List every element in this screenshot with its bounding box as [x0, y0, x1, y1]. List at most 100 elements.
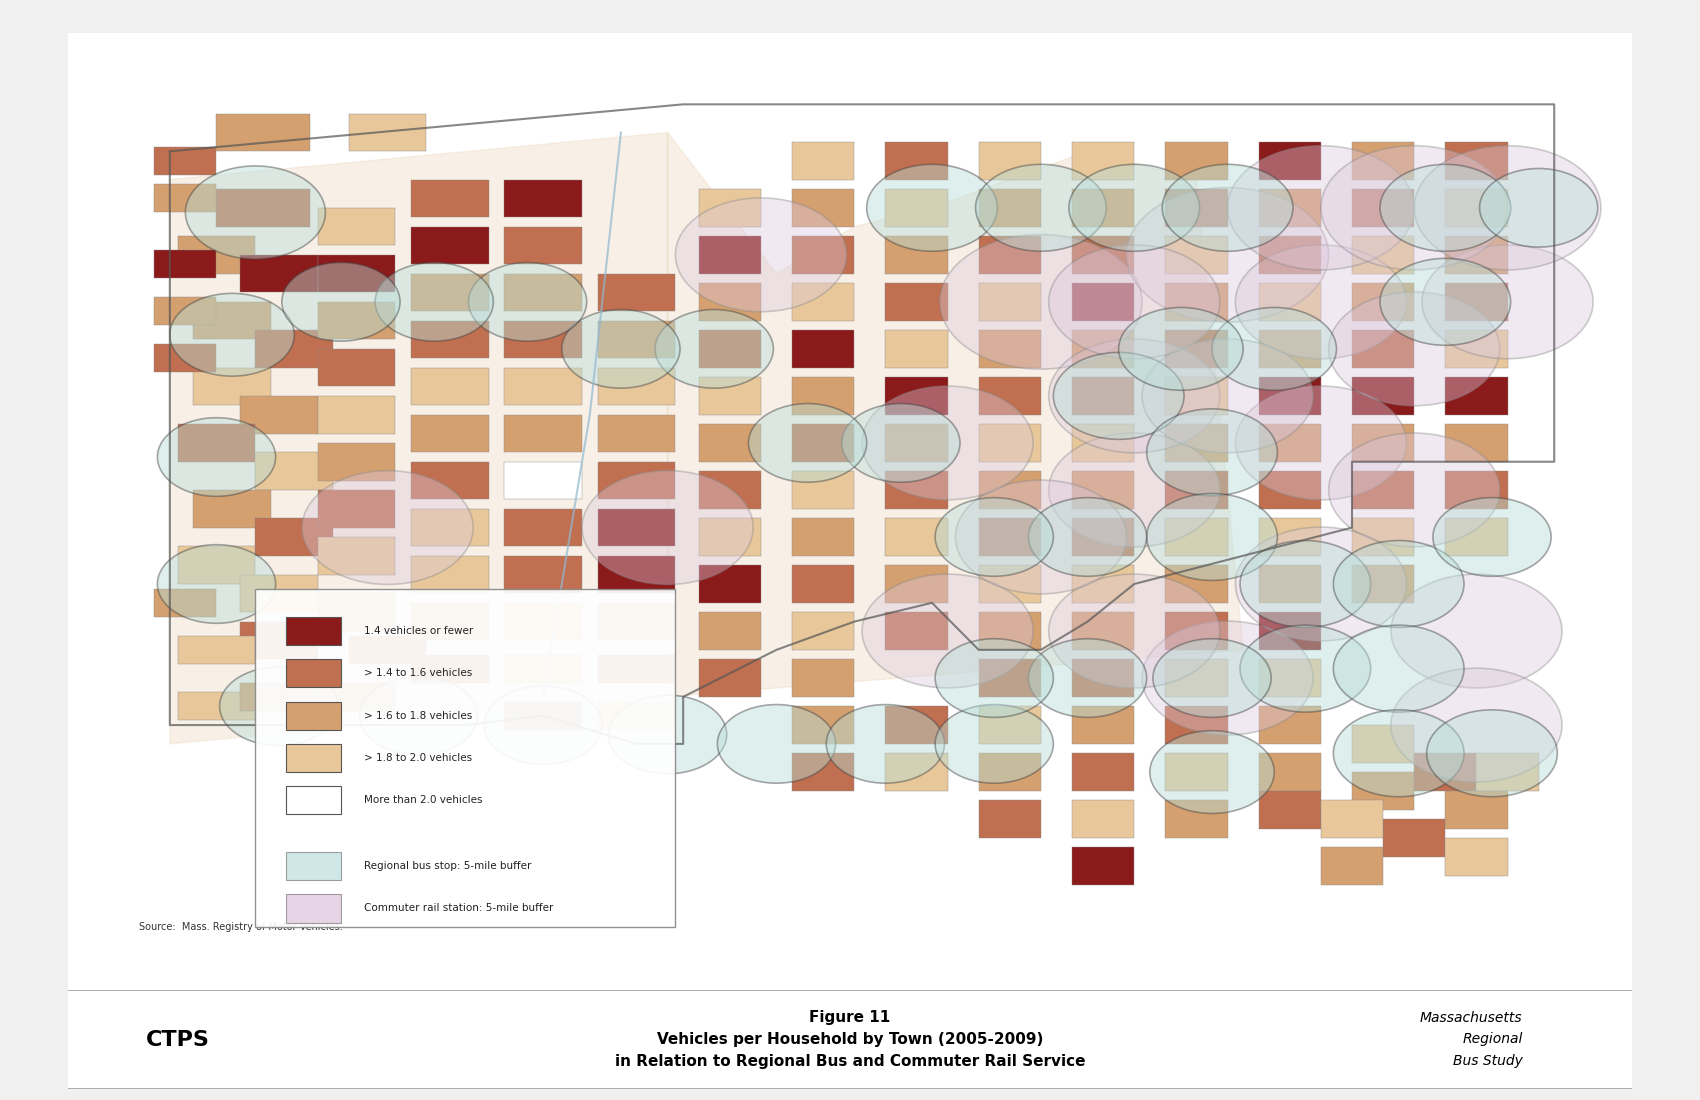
FancyBboxPatch shape	[505, 702, 581, 729]
FancyBboxPatch shape	[699, 613, 762, 650]
FancyBboxPatch shape	[1258, 754, 1321, 791]
FancyBboxPatch shape	[598, 274, 675, 311]
Text: > 1.8 to 2.0 vehicles: > 1.8 to 2.0 vehicles	[364, 754, 473, 763]
FancyBboxPatch shape	[1258, 613, 1321, 650]
FancyBboxPatch shape	[1073, 377, 1134, 415]
FancyBboxPatch shape	[1352, 772, 1414, 810]
FancyBboxPatch shape	[240, 683, 318, 711]
Ellipse shape	[1236, 386, 1406, 499]
FancyBboxPatch shape	[979, 471, 1040, 508]
Ellipse shape	[1239, 625, 1370, 712]
FancyBboxPatch shape	[979, 706, 1040, 744]
FancyBboxPatch shape	[979, 613, 1040, 650]
FancyBboxPatch shape	[1352, 330, 1414, 367]
Ellipse shape	[376, 263, 493, 341]
FancyBboxPatch shape	[792, 425, 853, 462]
FancyBboxPatch shape	[155, 344, 216, 373]
FancyBboxPatch shape	[792, 565, 853, 603]
FancyBboxPatch shape	[598, 702, 675, 729]
FancyBboxPatch shape	[1258, 791, 1321, 828]
FancyBboxPatch shape	[699, 518, 762, 556]
FancyBboxPatch shape	[1166, 706, 1227, 744]
FancyBboxPatch shape	[194, 490, 270, 528]
FancyBboxPatch shape	[1321, 801, 1384, 838]
FancyBboxPatch shape	[792, 283, 853, 321]
FancyBboxPatch shape	[177, 636, 255, 664]
FancyBboxPatch shape	[318, 396, 396, 433]
FancyBboxPatch shape	[1166, 471, 1227, 508]
FancyBboxPatch shape	[1166, 801, 1227, 838]
FancyBboxPatch shape	[1073, 283, 1134, 321]
FancyBboxPatch shape	[1073, 142, 1134, 179]
FancyBboxPatch shape	[979, 754, 1040, 791]
Ellipse shape	[1212, 308, 1336, 390]
Ellipse shape	[935, 705, 1054, 783]
FancyBboxPatch shape	[318, 349, 396, 386]
Bar	[287, 659, 342, 688]
Ellipse shape	[955, 480, 1127, 594]
FancyBboxPatch shape	[411, 321, 488, 359]
Bar	[287, 852, 342, 880]
Ellipse shape	[1127, 188, 1329, 322]
FancyBboxPatch shape	[886, 518, 947, 556]
FancyBboxPatch shape	[411, 179, 488, 217]
FancyBboxPatch shape	[886, 330, 947, 367]
Text: Source:  Mass. Registry of Motor Vehicles.: Source: Mass. Registry of Motor Vehicles…	[139, 922, 342, 932]
FancyBboxPatch shape	[240, 621, 318, 659]
Ellipse shape	[1142, 339, 1312, 453]
FancyBboxPatch shape	[1073, 236, 1134, 274]
FancyBboxPatch shape	[886, 706, 947, 744]
FancyBboxPatch shape	[255, 588, 675, 927]
FancyBboxPatch shape	[1258, 565, 1321, 603]
FancyBboxPatch shape	[216, 189, 309, 227]
FancyBboxPatch shape	[240, 396, 318, 433]
FancyBboxPatch shape	[598, 415, 675, 452]
Ellipse shape	[1380, 258, 1511, 345]
FancyBboxPatch shape	[1073, 659, 1134, 697]
FancyBboxPatch shape	[1166, 377, 1227, 415]
FancyBboxPatch shape	[886, 142, 947, 179]
FancyBboxPatch shape	[318, 443, 396, 481]
Text: Commuter rail station: 5-mile buffer: Commuter rail station: 5-mile buffer	[364, 903, 554, 913]
FancyBboxPatch shape	[1258, 425, 1321, 462]
Ellipse shape	[609, 695, 726, 773]
FancyBboxPatch shape	[886, 471, 947, 508]
FancyBboxPatch shape	[1073, 613, 1134, 650]
FancyBboxPatch shape	[1352, 189, 1414, 227]
FancyBboxPatch shape	[979, 377, 1040, 415]
FancyBboxPatch shape	[886, 754, 947, 791]
Bar	[287, 894, 342, 923]
FancyBboxPatch shape	[318, 208, 396, 245]
FancyBboxPatch shape	[177, 236, 255, 274]
FancyBboxPatch shape	[1073, 754, 1134, 791]
FancyBboxPatch shape	[1258, 142, 1321, 179]
FancyBboxPatch shape	[348, 636, 427, 664]
FancyBboxPatch shape	[318, 593, 396, 631]
FancyBboxPatch shape	[792, 330, 853, 367]
Ellipse shape	[1329, 433, 1499, 547]
Ellipse shape	[1380, 164, 1511, 251]
FancyBboxPatch shape	[240, 574, 318, 613]
FancyBboxPatch shape	[1445, 838, 1508, 876]
FancyBboxPatch shape	[886, 565, 947, 603]
FancyBboxPatch shape	[411, 556, 488, 593]
Ellipse shape	[1236, 245, 1406, 359]
FancyBboxPatch shape	[699, 283, 762, 321]
FancyBboxPatch shape	[411, 415, 488, 452]
FancyBboxPatch shape	[1166, 142, 1227, 179]
FancyBboxPatch shape	[1352, 425, 1414, 462]
Ellipse shape	[654, 309, 774, 388]
Ellipse shape	[1148, 494, 1277, 581]
FancyBboxPatch shape	[792, 189, 853, 227]
FancyBboxPatch shape	[979, 330, 1040, 367]
FancyBboxPatch shape	[792, 659, 853, 697]
FancyBboxPatch shape	[505, 556, 581, 593]
FancyBboxPatch shape	[792, 377, 853, 415]
FancyBboxPatch shape	[792, 613, 853, 650]
FancyBboxPatch shape	[505, 227, 581, 264]
FancyBboxPatch shape	[411, 227, 488, 264]
Ellipse shape	[717, 705, 836, 783]
Text: > 1.6 to 1.8 vehicles: > 1.6 to 1.8 vehicles	[364, 711, 473, 720]
FancyBboxPatch shape	[886, 425, 947, 462]
Ellipse shape	[1433, 497, 1550, 576]
